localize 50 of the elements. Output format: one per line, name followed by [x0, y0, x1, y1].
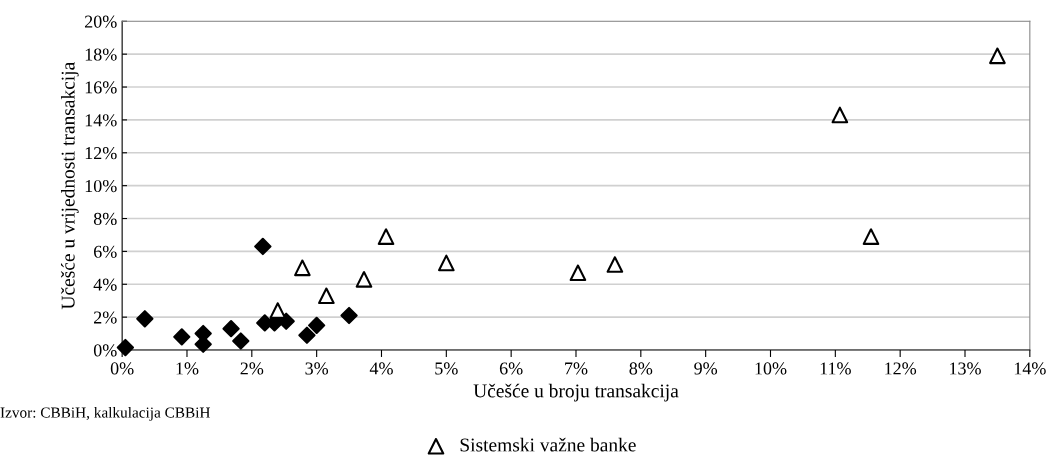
x-tick-label: 13% — [950, 362, 981, 375]
x-tick-label: 10% — [755, 362, 787, 375]
point — [377, 228, 395, 245]
point — [438, 254, 455, 272]
point — [308, 316, 326, 335]
y-tick-label: 8% — [93, 212, 117, 226]
y-axis-title: Učešće u vrijednosti transakcija — [60, 62, 79, 310]
x-tick-label: 2% — [240, 362, 264, 375]
x-tick-label: 0% — [110, 362, 134, 375]
x-tick-label: 14% — [1014, 362, 1046, 375]
x-tick-label: 1% — [176, 362, 199, 375]
point — [318, 287, 335, 305]
point — [294, 259, 311, 277]
point — [136, 310, 154, 328]
point — [116, 338, 135, 357]
point — [569, 264, 587, 282]
text: Izvor: CBBiH, kalkulacija CBBiH — [0, 406, 211, 421]
point — [222, 320, 240, 338]
point — [173, 328, 191, 346]
point — [232, 332, 250, 350]
point — [269, 302, 287, 319]
y-tick-label: 18% — [85, 48, 117, 61]
y-tick-label: 4% — [93, 278, 117, 291]
y-tick-label: 16% — [85, 81, 117, 94]
y-tick-label: 0% — [93, 344, 117, 357]
x-tick-label: 6% — [499, 362, 523, 375]
x-tick-label: 4% — [369, 362, 393, 375]
x-tick-label: 3% — [305, 362, 329, 375]
x-tick-label: 11% — [820, 362, 851, 375]
y-tick-label: 20% — [84, 15, 117, 28]
x-tick-label: 7% — [565, 362, 588, 375]
point — [355, 271, 373, 288]
y-tick-label: 6% — [94, 245, 117, 258]
point — [298, 326, 316, 344]
legend-label: Sistemski važne banke — [460, 437, 636, 452]
x-axis-title: Učešće u broju transakcija — [473, 383, 679, 402]
y-tick-label: 2% — [94, 311, 117, 324]
point — [831, 106, 849, 124]
point — [254, 237, 272, 256]
x-tick-label: 9% — [694, 362, 718, 375]
point — [862, 228, 880, 245]
y-tick-label: 14% — [85, 114, 117, 127]
point — [989, 47, 1006, 65]
y-tick-label: 10% — [85, 179, 117, 193]
x-tick-label: 12% — [885, 362, 917, 375]
y-tick-label: 12% — [85, 147, 117, 160]
x-tick-label: 8% — [629, 362, 653, 375]
x-tick-label: 5% — [435, 362, 458, 375]
point — [340, 306, 358, 325]
point — [606, 256, 624, 273]
